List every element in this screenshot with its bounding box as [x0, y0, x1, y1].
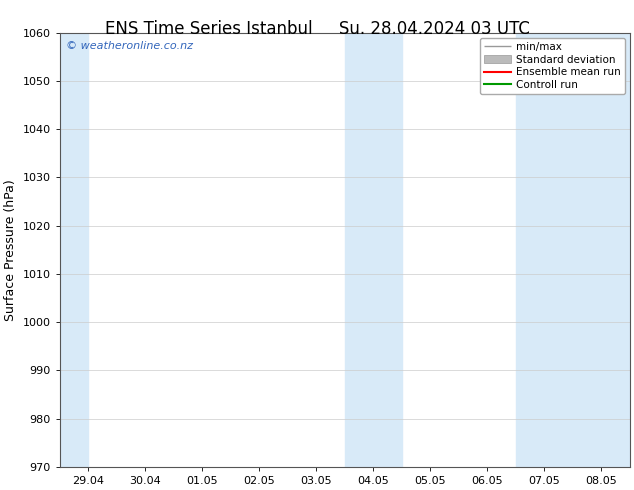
Bar	[516, 33, 630, 467]
Text: © weatheronline.co.nz: © weatheronline.co.nz	[65, 41, 193, 51]
Y-axis label: Surface Pressure (hPa): Surface Pressure (hPa)	[4, 179, 17, 320]
Bar	[60, 33, 88, 467]
Bar	[345, 33, 402, 467]
Legend: min/max, Standard deviation, Ensemble mean run, Controll run: min/max, Standard deviation, Ensemble me…	[481, 38, 624, 94]
Text: ENS Time Series Istanbul     Su. 28.04.2024 03 UTC: ENS Time Series Istanbul Su. 28.04.2024 …	[105, 20, 529, 38]
